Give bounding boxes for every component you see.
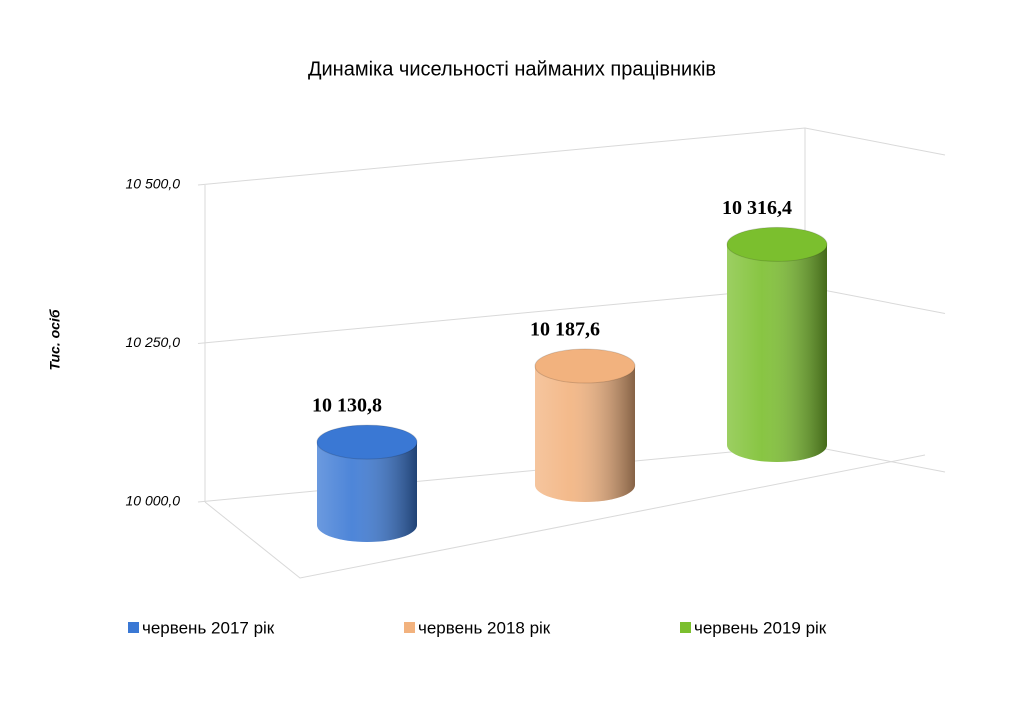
bar-top bbox=[534, 348, 636, 384]
legend-marker bbox=[680, 622, 691, 633]
y-axis-label: Тис. осіб bbox=[47, 309, 63, 370]
y-tick-label: 10 000,0 bbox=[126, 493, 181, 509]
grid-line bbox=[197, 127, 946, 186]
floor-edge bbox=[204, 454, 926, 579]
legend-marker bbox=[128, 622, 139, 633]
bar-shade bbox=[535, 366, 635, 485]
value-label: 10 130,8 bbox=[312, 395, 382, 417]
legend-label: червень 2017 рік bbox=[142, 618, 275, 637]
value-label: 10 316,4 bbox=[722, 197, 792, 219]
legend-label: червень 2019 рік bbox=[694, 618, 827, 637]
y-tick-label: 10 500,0 bbox=[126, 176, 181, 192]
bar-top bbox=[316, 424, 418, 460]
bar-shade bbox=[727, 244, 827, 445]
chart-title: Динаміка чисельності найманих працівникі… bbox=[308, 58, 716, 80]
bar-top bbox=[726, 226, 828, 262]
legend-label: червень 2018 рік bbox=[418, 618, 551, 637]
y-tick-label: 10 250,0 bbox=[126, 334, 181, 350]
value-label: 10 187,6 bbox=[530, 319, 600, 341]
legend-marker bbox=[404, 622, 415, 633]
